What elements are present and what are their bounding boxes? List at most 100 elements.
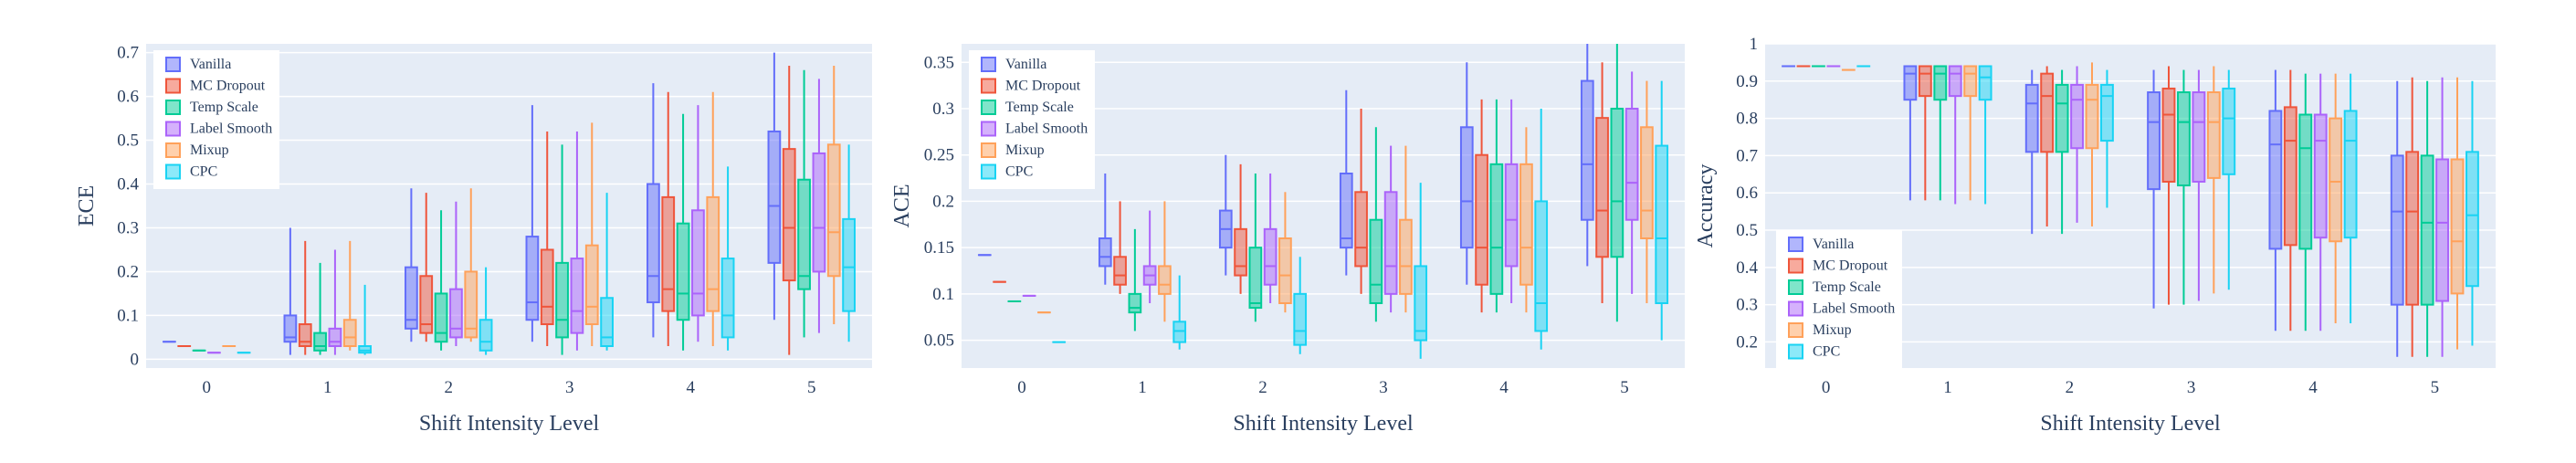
box-mc-dropout-level-5 [782, 65, 796, 355]
legend-swatch [165, 57, 181, 72]
box-iqr [2329, 117, 2343, 243]
box-iqr [1489, 163, 1504, 295]
legend-label: Label Smooth [1813, 301, 1895, 317]
box-iqr [647, 183, 660, 304]
box-iqr [691, 209, 705, 317]
box-vanilla-level-2 [405, 188, 418, 342]
box-iqr [449, 288, 463, 339]
x-tick-label: 0 [203, 378, 212, 397]
box-temp-scale-level-2 [434, 210, 448, 351]
box-iqr [2268, 110, 2283, 250]
box-vanilla-level-4 [2268, 69, 2283, 331]
box-label-smooth-level-5 [812, 79, 826, 333]
box-label-smooth-level-5 [2435, 77, 2449, 357]
box-iqr [1113, 256, 1127, 286]
box-iqr [1595, 117, 1609, 258]
y-tick-label: 0.15 [924, 238, 954, 258]
x-axis-title: Shift Intensity Level [419, 412, 600, 436]
box-iqr [313, 331, 327, 352]
y-tick-label: 0.2 [932, 192, 954, 211]
box-iqr [1278, 237, 1292, 304]
box-cpc-level-4 [1534, 109, 1549, 350]
x-tick-label: 3 [565, 378, 574, 397]
chart-panel-1: 0.05 0.1 0.15 0.2 0.25 0.3 0.35 0 1 2 3 4 5 Shift Int… [890, 44, 1685, 436]
y-tick-label: 0.2 [117, 262, 139, 281]
box-iqr [1263, 227, 1277, 286]
box-iqr [525, 236, 540, 321]
legend-swatch [165, 142, 181, 158]
chart-panel-0: 0 0.1 0.2 0.3 0.4 0.5 0.6 0.7 0 1 2 3 4 5 Shift Intens… [75, 44, 872, 436]
box-iqr [706, 195, 720, 312]
x-tick-label: 3 [1379, 378, 1388, 397]
box-cpc-level-2 [1293, 257, 1308, 354]
x-tick-label: 5 [2431, 378, 2440, 397]
box-label-smooth-level-3 [570, 131, 584, 351]
box-mixup-level-1 [1158, 201, 1172, 322]
box-iqr [584, 244, 599, 326]
box-mc-dropout-level-3 [1354, 109, 1368, 294]
box-mc-dropout-level-4 [1475, 99, 1488, 313]
x-tick-label: 4 [687, 378, 696, 397]
y-tick-label: 0.3 [1736, 296, 1758, 315]
box-cpc-level-2 [2100, 69, 2114, 208]
box-mixup-level-2 [2085, 62, 2099, 226]
box-cpc-level-3 [600, 193, 614, 351]
box-cpc-level-3 [2222, 69, 2236, 290]
box-iqr [797, 178, 811, 290]
box-iqr [2405, 151, 2420, 306]
y-tick-label: 0.35 [924, 53, 954, 72]
legend-swatch [1788, 343, 1803, 360]
box-temp-scale-level-5 [797, 69, 811, 338]
legend-label: Mixup [1005, 142, 1045, 158]
box-mixup-level-3 [584, 122, 599, 347]
box-iqr [1933, 65, 1948, 101]
box-mixup-level-2 [1278, 192, 1292, 313]
x-tick-label: 3 [2187, 378, 2196, 397]
legend-label: Mixup [1813, 322, 1852, 338]
box-mixup-level-5 [826, 65, 841, 325]
box-iqr [1963, 65, 1978, 98]
box-iqr [1234, 227, 1247, 277]
box-vanilla-level-4 [1459, 62, 1474, 285]
box-label-smooth-level-2 [449, 201, 463, 347]
x-axis-title: Shift Intensity Level [1233, 412, 1414, 436]
x-axis-title: Shift Intensity Level [2040, 412, 2221, 436]
x-tick-label: 2 [445, 378, 454, 397]
box-cpc-level-2 [478, 267, 493, 355]
box-iqr [1978, 65, 1992, 101]
box-iqr [1504, 163, 1519, 268]
box-mc-dropout-level-1 [1113, 201, 1127, 294]
box-iqr [2192, 91, 2206, 183]
box-iqr [842, 217, 856, 312]
box-mixup-level-3 [1399, 145, 1413, 313]
box-label-smooth-level-3 [2192, 69, 2206, 301]
box-iqr [434, 292, 448, 343]
box-iqr [1655, 144, 1669, 304]
y-tick-label: 0.25 [924, 146, 954, 165]
box-iqr [283, 314, 298, 343]
box-vanilla-level-3 [525, 105, 540, 342]
box-iqr [405, 266, 418, 330]
legend-label: MC Dropout [1813, 258, 1888, 274]
legend-label: Mixup [190, 142, 229, 158]
y-axis-title: ACE [890, 184, 914, 228]
box-iqr [464, 270, 478, 339]
box-iqr [2450, 158, 2465, 295]
legend-swatch [1788, 322, 1803, 338]
legend-swatch [981, 163, 996, 180]
box-temp-scale-level-5 [1610, 44, 1624, 322]
box-mc-dropout-level-1 [298, 240, 312, 355]
box-cpc-level-1 [1172, 275, 1187, 350]
legend-swatch [1788, 279, 1803, 295]
box-mixup-level-4 [706, 91, 720, 347]
box-mc-dropout-level-2 [419, 193, 434, 342]
legend-swatch [981, 57, 996, 72]
box-cpc-level-1 [1978, 65, 1992, 205]
legend-label: Vanilla [190, 57, 231, 72]
box-mc-dropout-level-4 [2283, 69, 2297, 331]
box-mixup-level-2 [464, 188, 478, 342]
x-tick-label: 1 [1943, 378, 1952, 397]
box-temp-scale-level-3 [2177, 69, 2191, 305]
y-tick-label: 0.05 [924, 331, 954, 351]
box-vanilla-level-5 [1580, 44, 1594, 267]
